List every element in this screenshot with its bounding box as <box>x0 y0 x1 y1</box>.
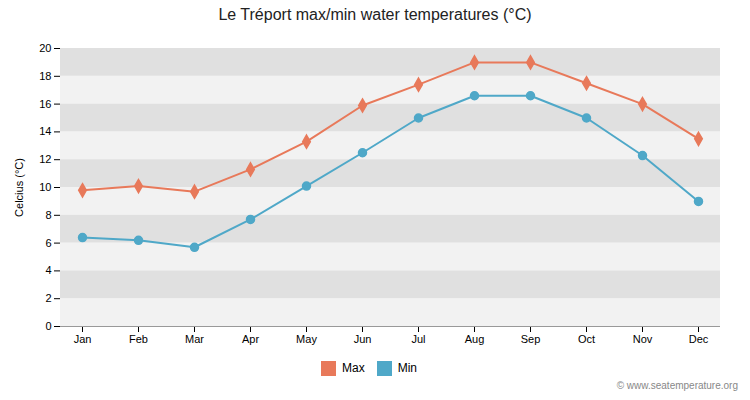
svg-text:4: 4 <box>45 264 51 276</box>
svg-text:2: 2 <box>45 292 51 304</box>
html-text:Min: Min <box>397 361 417 375</box>
svg-text:16: 16 <box>39 98 51 110</box>
svg-text:Nov: Nov <box>633 333 653 345</box>
svg-text:8: 8 <box>45 209 51 221</box>
svg-text:Feb: Feb <box>129 333 148 345</box>
svg-text:18: 18 <box>39 70 51 82</box>
svg-text:20: 20 <box>39 42 51 54</box>
html-text:Le Tréport max/min water tempe: Le Tréport max/min water temperatures (°… <box>218 6 532 23</box>
svg-text:May: May <box>296 333 317 345</box>
svg-text:Apr: Apr <box>242 333 259 345</box>
svg-text:Oct: Oct <box>578 333 595 345</box>
svg-text:Mar: Mar <box>185 333 204 345</box>
svg-text:0: 0 <box>45 320 51 332</box>
svg-text:Dec: Dec <box>689 333 709 345</box>
html-text:Max: Max <box>342 361 365 375</box>
svg-text:Jun: Jun <box>354 333 372 345</box>
svg-text:Sep: Sep <box>521 333 541 345</box>
svg-text:Aug: Aug <box>465 333 485 345</box>
svg-text:Jul: Jul <box>411 333 425 345</box>
svg-text:10: 10 <box>39 181 51 193</box>
svg-text:6: 6 <box>45 237 51 249</box>
svg-text:Celcius (°C): Celcius (°C) <box>13 158 25 217</box>
svg-text:12: 12 <box>39 153 51 165</box>
svg-text:Jan: Jan <box>74 333 92 345</box>
html-text:© www.seatemperature.org: © www.seatemperature.org <box>616 380 738 391</box>
svg-text:14: 14 <box>39 125 51 137</box>
